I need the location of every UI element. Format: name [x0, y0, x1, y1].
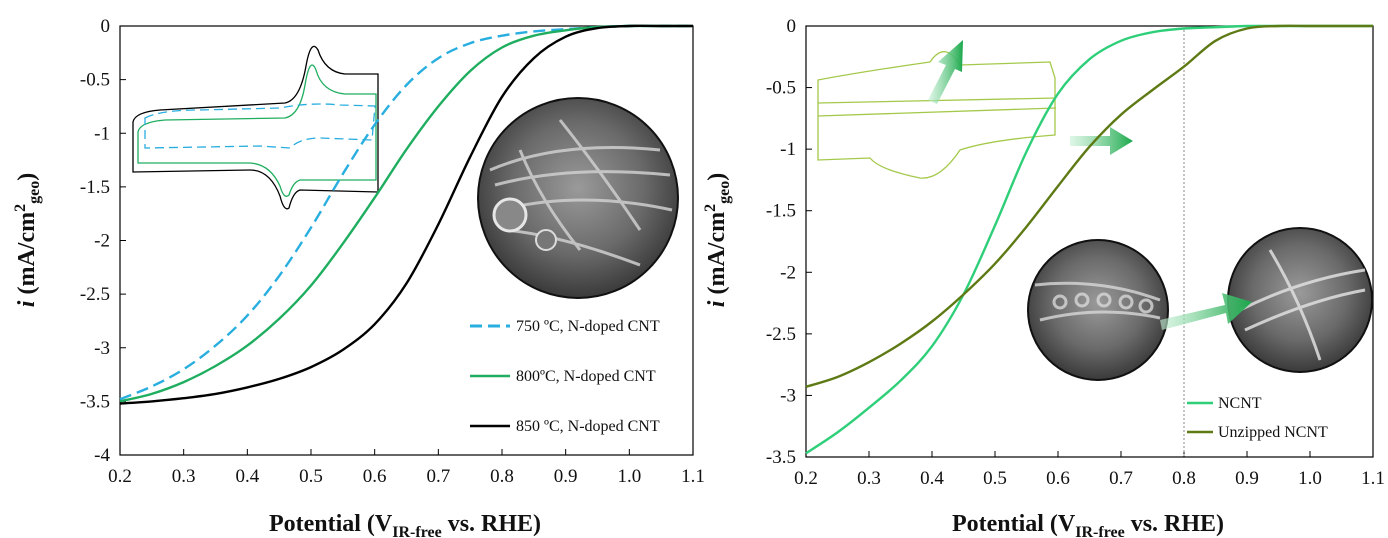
right-x-tick-label: 1.1: [1361, 468, 1385, 489]
right-y-axis-label: i (mA/cm2geo): [702, 173, 733, 307]
right-y-tick-label: -3: [780, 385, 796, 406]
left-x-tick-labels: 0.2 0.3 0.4 0.5 0.6 0.7 0.8 0.9 1.0 1.1: [108, 466, 705, 487]
left-x-tick-label: 0.3: [172, 466, 196, 487]
right-series-lines: [805, 24, 1373, 455]
right-y-tick-label: -2.5: [766, 324, 796, 345]
right-legend: NCNT Unzipped NCNT: [1187, 395, 1328, 441]
left-y-tick-label: -2: [94, 231, 110, 252]
left-tick-marks: [119, 25, 694, 456]
left-y-tick-labels: 0 -0.5 -1 -1.5 -2 -2.5 -3 -3.5 -4: [80, 16, 111, 466]
left-x-tick-label: 0.6: [363, 466, 387, 487]
right-cv-inset: [817, 51, 1057, 179]
right-y-tick-label: 0: [787, 16, 797, 37]
left-panel: 0.2 0.3 0.4 0.5 0.6 0.7 0.8 0.9 1.0 1.1 0 -0.5 -1 -1…: [12, 16, 705, 538]
left-y-tick-label: -3.5: [80, 391, 110, 412]
left-x-tick-label: 1.1: [681, 466, 705, 487]
left-y-axis-label: i (mA/cm2geo): [12, 173, 43, 307]
left-y-tick-label: -0.5: [80, 70, 110, 91]
legend-label-unzipped: Unzipped NCNT: [1218, 424, 1328, 441]
right-x-axis-label: Potential (VIR-free vs. RHE): [952, 511, 1224, 538]
right-x-tick-label: 1.0: [1298, 468, 1322, 489]
right-x-tick-label: 0.2: [794, 468, 818, 489]
right-y-tick-label: -3.5: [766, 447, 796, 468]
right-x-tick-label: 0.9: [1235, 468, 1259, 489]
sem-transform-arrow: [1160, 293, 1252, 330]
legend-label-750: 750 ºC, N-doped CNT: [516, 318, 660, 335]
shift-arrow: [1070, 127, 1133, 155]
inset-cv-750: [144, 103, 376, 149]
right-y-tick-label: -1.5: [766, 201, 796, 222]
left-x-tick-label: 0.2: [108, 466, 132, 487]
left-cv-inset: [132, 45, 379, 210]
left-x-tick-label: 1.0: [617, 466, 641, 487]
left-y-tick-label: -4: [94, 445, 110, 466]
legend-label-850: 850 ºC, N-doped CNT: [516, 418, 660, 435]
left-legend: 750 ºC, N-doped CNT 800ºC, N-doped CNT 8…: [470, 318, 660, 435]
right-plot-frame: [805, 25, 1374, 458]
right-x-tick-label: 0.6: [1046, 468, 1070, 489]
left-y-tick-label: -1.5: [80, 177, 110, 198]
right-panel: 0.2 0.3 0.4 0.5 0.6 0.7 0.8 0.9 1.0 1.1 0 -0.5 -1 -1…: [702, 16, 1385, 538]
right-y-tick-label: -0.5: [766, 78, 796, 99]
left-y-tick-label: -3: [94, 338, 110, 359]
left-x-axis-label: Potential (VIR-free vs. RHE): [269, 511, 541, 538]
right-y-tick-labels: 0 -0.5 -1 -1.5 -2 -2.5 -3 -3.5: [766, 16, 796, 468]
inset-cv-850: [132, 45, 379, 210]
left-x-tick-label: 0.9: [554, 466, 578, 487]
right-x-tick-labels: 0.2 0.3 0.4 0.5 0.6 0.7 0.8 0.9 1.0 1.1: [794, 468, 1385, 489]
right-x-tick-label: 0.3: [857, 468, 881, 489]
legend-label-ncnt: NCNT: [1218, 395, 1262, 412]
left-x-tick-label: 0.8: [490, 466, 514, 487]
left-y-tick-label: -1: [94, 123, 110, 144]
left-x-tick-label: 0.4: [235, 466, 259, 487]
left-x-tick-label: 0.5: [299, 466, 323, 487]
right-x-tick-label: 0.5: [983, 468, 1007, 489]
right-sem-image-unzipped: [1227, 227, 1373, 373]
right-x-tick-label: 0.4: [920, 468, 944, 489]
right-y-tick-label: -2: [780, 262, 796, 283]
right-x-tick-label: 0.7: [1109, 468, 1133, 489]
inset-up-arrow: [928, 40, 963, 104]
right-series-line-1: [805, 24, 1373, 388]
left-series-line-2: [119, 24, 693, 405]
left-y-tick-label: 0: [101, 16, 111, 37]
left-y-tick-label: -2.5: [80, 284, 110, 305]
right-sem-image-ncnt: [1027, 239, 1169, 381]
right-tick-marks: [805, 25, 1374, 458]
right-y-tick-label: -1: [780, 139, 796, 160]
left-sem-image: [477, 97, 679, 299]
left-x-tick-label: 0.7: [426, 466, 450, 487]
left-series-lines: [119, 24, 693, 405]
right-x-tick-label: 0.8: [1172, 468, 1196, 489]
inset-cv-800: [137, 64, 377, 197]
legend-label-800: 800ºC, N-doped CNT: [516, 368, 656, 385]
